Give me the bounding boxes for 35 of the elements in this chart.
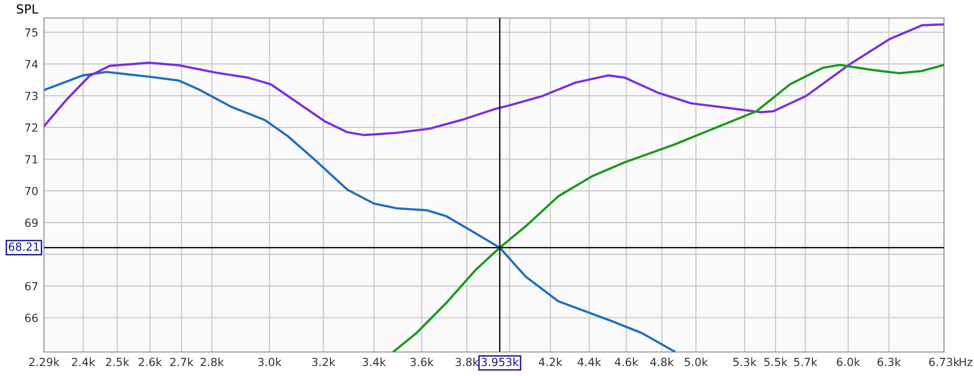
- x-tick-label: 5.7k: [794, 358, 818, 366]
- x-tick-label: 5.3k: [733, 358, 757, 366]
- y-axis-title: SPL: [16, 4, 38, 14]
- x-tick-label: 6.73k: [929, 358, 960, 366]
- x-tick-label: 4.2k: [538, 358, 562, 366]
- x-tick-label: 5.0k: [684, 358, 708, 366]
- x-tick-label: 6.3k: [878, 358, 901, 366]
- x-tick-label: 2.6k: [138, 358, 162, 366]
- y-tick-label: 71: [25, 155, 38, 164]
- x-tick-label: 5.5k: [764, 358, 788, 366]
- x-tick-label: 4.6k: [614, 358, 638, 366]
- x-tick-label: 3.4k: [362, 358, 386, 366]
- x-tick-label: 2.4k: [72, 358, 96, 366]
- ref-line-label: 68.21: [8, 242, 39, 251]
- x-tick-label: 3.6k: [410, 358, 434, 366]
- y-tick-label: 72: [25, 123, 38, 132]
- x-tick-label: 4.4k: [578, 358, 602, 366]
- x-tick-label: 4.8k: [650, 358, 674, 366]
- x-tick-label: 3.0k: [258, 358, 282, 366]
- y-tick-label: 66: [25, 314, 38, 322]
- ref-line-label: 3.953k: [481, 358, 519, 366]
- y-tick-label: 75: [25, 28, 38, 37]
- x-tick-label: 2.5k: [106, 358, 130, 366]
- x-tick-label: 3.2k: [312, 358, 336, 366]
- x-tick-label: 2.8k: [200, 358, 224, 366]
- y-tick-label: 69: [25, 218, 38, 227]
- x-tick-label: 3.8k: [456, 358, 479, 366]
- y-tick-label: 74: [25, 60, 38, 68]
- x-axis-title: Hz: [960, 358, 972, 366]
- y-tick-label: 73: [25, 92, 38, 100]
- y-tick-label: 70: [25, 186, 38, 196]
- x-tick-label: 2.7k: [170, 358, 194, 366]
- x-tick-label: 6.0k: [836, 358, 860, 366]
- x-tick-label: 2.29k: [29, 358, 60, 366]
- y-tick-label: 67: [25, 282, 38, 290]
